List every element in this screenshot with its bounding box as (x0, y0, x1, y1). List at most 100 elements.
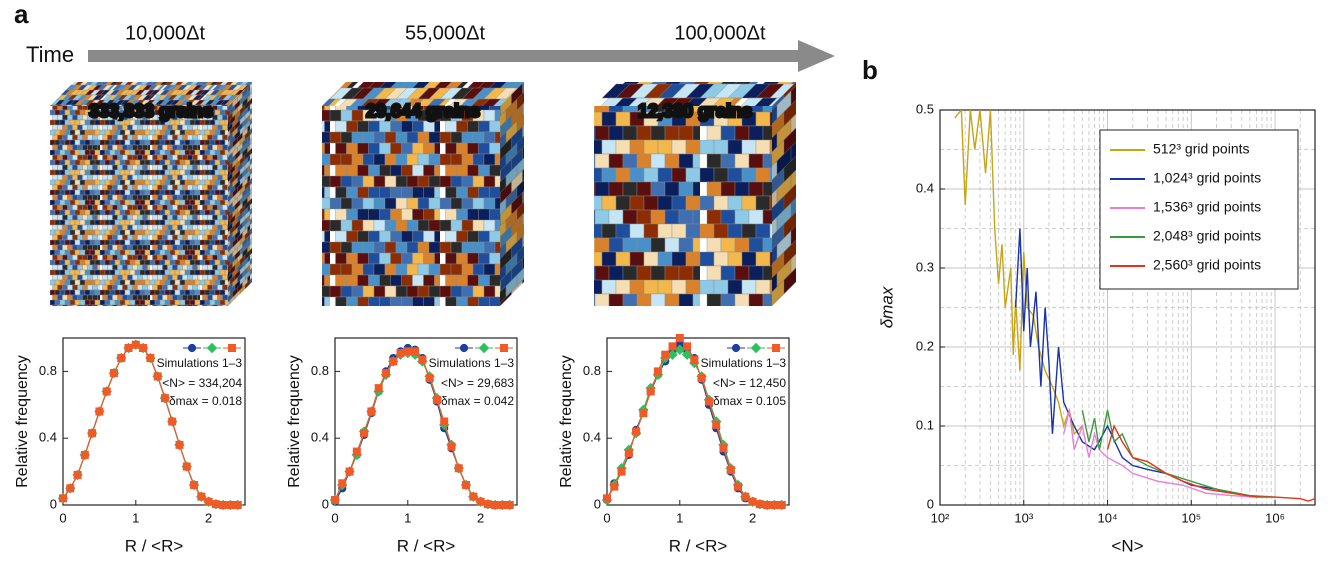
point (617, 467, 626, 476)
point (476, 497, 485, 506)
legend-box (1099, 129, 1299, 290)
time-point: 55,000Δt (405, 22, 486, 44)
y-tick-label: 0 (594, 496, 601, 511)
x-tick-label: 10⁴ (1097, 510, 1117, 525)
point (681, 349, 693, 360)
legend-marker (500, 344, 508, 352)
point (674, 344, 686, 355)
y-tick-label: 0.8 (39, 363, 57, 378)
point (610, 482, 619, 491)
point (403, 347, 412, 356)
point (73, 470, 82, 479)
point (204, 497, 213, 506)
grain-count: 29,644 grains (366, 101, 480, 121)
point (748, 497, 757, 506)
x-tick-label: 10⁵ (1181, 510, 1201, 525)
legend-label: Simulations 1–3 (701, 356, 787, 370)
cube-top (322, 82, 524, 106)
cube-front (594, 106, 772, 306)
annotation: δmax = 0.042 (441, 394, 514, 408)
cube-right-shade (228, 82, 252, 306)
point (704, 397, 713, 406)
annotation: δmax = 0.018 (169, 394, 242, 408)
series-line (1106, 424, 1315, 502)
point (182, 462, 191, 471)
point (190, 480, 199, 489)
legend-marker (772, 344, 780, 352)
legend-marker (187, 343, 197, 353)
point (211, 500, 220, 509)
point (338, 479, 347, 488)
cube-top (50, 82, 252, 106)
y-tick-label: 0.3 (916, 259, 934, 274)
point (175, 440, 184, 449)
x-tick-label: 2 (205, 510, 212, 525)
point (131, 340, 140, 349)
point (352, 447, 361, 456)
point (59, 494, 67, 503)
point (367, 407, 376, 416)
y-tick-label: 0.4 (583, 430, 601, 445)
annotation: <N> = 334,204 (162, 376, 242, 390)
annotation: δmax = 0.105 (713, 394, 786, 408)
point (153, 372, 162, 381)
point (505, 501, 514, 509)
point (418, 355, 427, 364)
legend-marker (731, 343, 741, 353)
point (168, 417, 177, 426)
legend-label: 512³ grid points (1153, 141, 1250, 157)
point (425, 374, 434, 383)
point (661, 350, 670, 359)
legend-label: 1,536³ grid points (1153, 199, 1261, 215)
point (697, 374, 706, 383)
plot-frame (62, 337, 246, 506)
point (88, 429, 97, 438)
point (146, 354, 155, 363)
point (498, 501, 507, 509)
point (374, 384, 383, 393)
point (233, 501, 242, 509)
point (675, 334, 684, 342)
y-tick-label: 0.4 (916, 180, 934, 195)
x-axis-label: R / <R> (125, 536, 184, 555)
annotation: <N> = 12,450 (713, 376, 786, 390)
point (381, 369, 390, 378)
legend-label: Simulations 1–3 (157, 356, 243, 370)
y-axis-label: Relative frequency (286, 355, 303, 488)
y-tick-label: 0.5 (916, 101, 934, 116)
point (139, 344, 148, 353)
point (726, 465, 735, 474)
x-tick-label: 10² (931, 510, 950, 525)
series-line (954, 110, 1083, 436)
legend-label: 1,024³ grid points (1153, 170, 1261, 186)
point (462, 480, 471, 489)
point (690, 355, 699, 364)
y-axis-label: Relative frequency (14, 355, 31, 488)
y-axis-label: δmax (877, 286, 896, 328)
legend-marker (478, 342, 490, 354)
legend-marker (459, 343, 469, 353)
point (755, 500, 764, 509)
point (396, 349, 405, 358)
plot-frame (939, 109, 1316, 506)
time-point: 100,000Δt (674, 22, 766, 44)
y-tick-label: 0.1 (916, 417, 934, 432)
cube-right (500, 82, 524, 306)
time-arrow-head (798, 40, 835, 72)
point (734, 482, 743, 491)
point (160, 394, 169, 403)
point (763, 501, 772, 509)
x-tick-label: 0 (59, 510, 66, 525)
point (454, 464, 463, 473)
cube-right-shade (500, 82, 524, 306)
point (109, 369, 118, 378)
grain-count: 333,833 grains (89, 101, 213, 121)
point (432, 395, 441, 404)
series-line (1063, 410, 1257, 498)
legend-label: 2,048³ grid points (1153, 228, 1261, 244)
point (197, 492, 206, 501)
cube-front (322, 106, 500, 306)
x-tick-label: 2 (749, 510, 756, 525)
x-tick-label: 2 (477, 510, 484, 525)
cube-right (228, 82, 252, 306)
